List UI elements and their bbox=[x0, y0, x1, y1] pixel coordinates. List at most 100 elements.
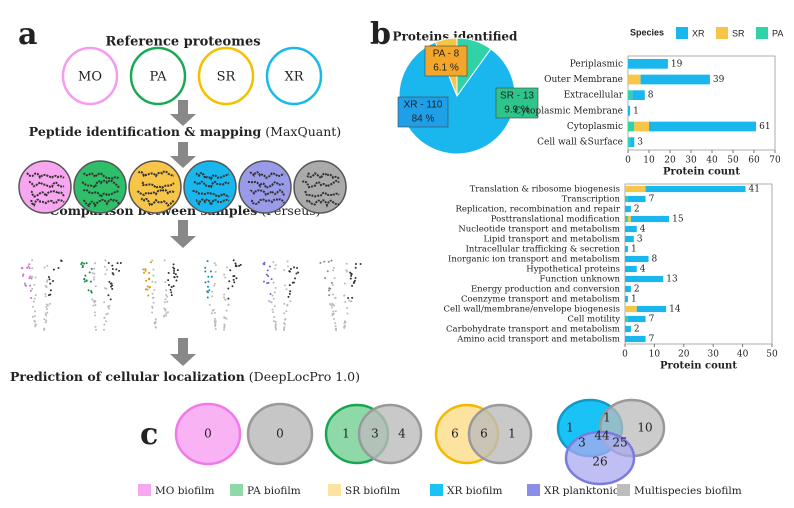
bar-total-label: 7 bbox=[649, 195, 655, 205]
proteome-label: PA bbox=[150, 70, 168, 85]
volcano-dot bbox=[46, 304, 49, 307]
volcano-dot bbox=[208, 303, 211, 306]
volcano-dot bbox=[223, 316, 226, 319]
volcano-dot bbox=[27, 265, 30, 268]
volcano-dot bbox=[25, 284, 28, 287]
venn-set bbox=[467, 403, 533, 465]
volcano-dot bbox=[94, 262, 97, 265]
volcano-dot bbox=[328, 302, 331, 305]
volcano-dot bbox=[46, 311, 49, 314]
volcano-dot bbox=[174, 273, 177, 276]
legend-label: Multispecies biofilm bbox=[634, 485, 742, 497]
volcano-dot bbox=[210, 275, 213, 278]
y-tick-label: Extracellular bbox=[564, 91, 624, 101]
peptide-chain bbox=[306, 172, 340, 181]
volcano-dot bbox=[107, 294, 110, 297]
proteome-circle bbox=[197, 46, 255, 106]
volcano-dot bbox=[213, 262, 216, 265]
volcano-dot bbox=[52, 268, 55, 271]
volcano-dot bbox=[239, 263, 242, 266]
bar-total-label: 13 bbox=[666, 275, 678, 285]
volcano-dot bbox=[238, 264, 241, 267]
proteome-circle bbox=[129, 46, 187, 106]
x-tick-label: 70 bbox=[769, 156, 781, 166]
panel-label: a bbox=[18, 17, 37, 52]
volcano-dot bbox=[330, 259, 333, 262]
volcano-dot bbox=[347, 297, 350, 300]
bar-segment bbox=[630, 137, 635, 148]
pie-value-label: PA - 8 bbox=[433, 49, 460, 60]
y-tick-label: Amino acid transport and metabolism bbox=[456, 335, 620, 345]
volcano-dot bbox=[21, 275, 24, 278]
volcano-dot bbox=[90, 291, 93, 294]
volcano-dot bbox=[83, 262, 86, 265]
volcano-dot bbox=[214, 325, 217, 328]
volcano-dot bbox=[111, 264, 114, 267]
volcano-dot bbox=[330, 281, 333, 284]
legend-label: MO biofilm bbox=[155, 485, 214, 497]
volcano-dot bbox=[163, 259, 166, 262]
x-tick-label: 40 bbox=[706, 156, 718, 166]
plot-frame bbox=[624, 183, 773, 345]
volcano-dot bbox=[34, 276, 37, 279]
volcano-dot bbox=[346, 270, 349, 273]
volcano-dot bbox=[262, 280, 265, 283]
volcano-dot bbox=[109, 298, 112, 301]
volcano-dot bbox=[289, 290, 292, 293]
bar-total-label: 2 bbox=[634, 205, 640, 215]
legend-swatch bbox=[676, 27, 688, 39]
volcano-dot bbox=[334, 310, 337, 313]
volcano-dot bbox=[206, 285, 209, 288]
volcano-dot bbox=[223, 323, 226, 326]
volcano-dot bbox=[166, 295, 169, 298]
x-tick-label: 50 bbox=[727, 156, 739, 166]
legend-label: XR bbox=[692, 28, 705, 38]
volcano-dot bbox=[234, 262, 237, 265]
volcano-dot bbox=[87, 289, 90, 292]
volcano-dot bbox=[214, 317, 217, 320]
x-tick-label: 10 bbox=[643, 156, 655, 166]
volcano-dot bbox=[274, 264, 277, 267]
volcano-dot bbox=[354, 266, 357, 269]
volcano-dot bbox=[92, 278, 95, 281]
volcano-dot bbox=[145, 279, 148, 282]
volcano-dot bbox=[349, 277, 352, 280]
sample-circle bbox=[18, 160, 72, 214]
volcano-dot bbox=[286, 304, 289, 307]
pie-value-label: SR - 13 bbox=[500, 91, 534, 102]
volcano-dot bbox=[274, 324, 277, 327]
volcano-dot bbox=[332, 317, 335, 320]
peptide-chain bbox=[26, 172, 65, 180]
volcano-dot bbox=[328, 294, 331, 297]
volcano-dot bbox=[45, 319, 48, 322]
volcano-dot bbox=[107, 305, 110, 308]
volcano-dot bbox=[345, 306, 348, 309]
bar-total-label: 7 bbox=[649, 315, 655, 325]
panel-label: c bbox=[140, 417, 158, 452]
volcano-dot bbox=[283, 328, 286, 331]
volcano-dot bbox=[272, 297, 275, 300]
y-tick-label: Intracellular trafficking & secretion bbox=[466, 245, 621, 255]
bar-segment bbox=[630, 215, 670, 223]
legend-swatch bbox=[328, 484, 341, 496]
volcano-dot bbox=[334, 327, 337, 330]
volcano-dot bbox=[57, 267, 60, 270]
y-tick-label: Translation & ribosome biogenesis bbox=[470, 185, 620, 195]
peptide-chain bbox=[82, 188, 120, 200]
venn-count: 6 bbox=[451, 427, 459, 441]
volcano-dot bbox=[207, 275, 210, 278]
bar-total-label: 2 bbox=[634, 325, 640, 335]
x-tick-label: 0 bbox=[625, 156, 631, 166]
pie-label-box bbox=[424, 45, 468, 77]
bar-segment bbox=[625, 235, 634, 243]
volcano-dot bbox=[153, 289, 156, 292]
volcano-dot bbox=[172, 272, 175, 275]
volcano-dot bbox=[334, 322, 337, 325]
volcano-dot bbox=[44, 292, 47, 295]
volcano-dot bbox=[151, 296, 154, 299]
volcano-dot bbox=[52, 279, 55, 282]
pie-label-box bbox=[495, 87, 539, 119]
volcano-dot bbox=[228, 280, 231, 283]
volcano-dot bbox=[93, 272, 96, 275]
volcano-dot bbox=[30, 277, 33, 280]
